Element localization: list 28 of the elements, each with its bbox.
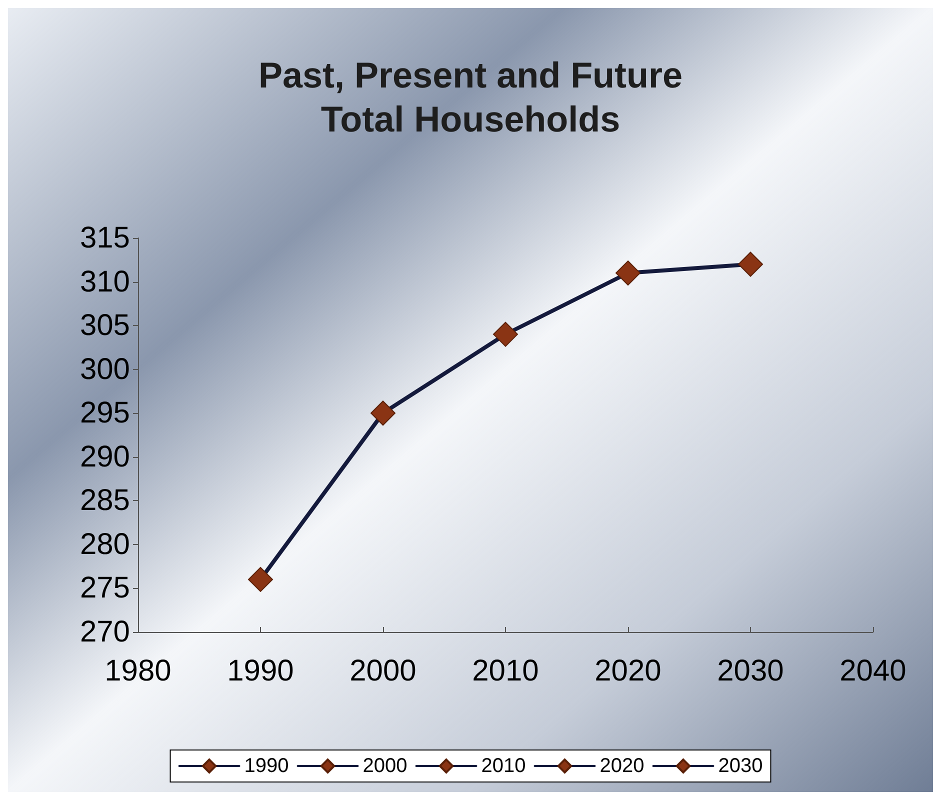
y-tick-label: 310	[80, 265, 130, 298]
point	[738, 252, 763, 277]
x-tick-label: 2040	[840, 654, 906, 688]
point	[370, 400, 396, 426]
point	[616, 260, 640, 286]
legend-label: 2030	[718, 755, 763, 777]
y-tick-label: 275	[80, 572, 130, 605]
legend-label: 2020	[600, 755, 644, 777]
y-tick-label: 305	[80, 309, 130, 342]
legend-label: 1990	[244, 755, 289, 777]
y-tick-label: 295	[80, 396, 130, 430]
point	[493, 322, 518, 347]
point	[248, 566, 273, 592]
x-tick-label: 1980	[104, 654, 172, 688]
y-tick-label: 315	[80, 222, 130, 254]
y-tick-label: 290	[80, 440, 130, 474]
y-tick-label: 280	[80, 528, 130, 561]
legend-label: 2000	[362, 755, 408, 777]
y-tick-label: 300	[80, 352, 130, 386]
y-tick-label: 285	[80, 484, 130, 518]
x-tick-label: 2010	[472, 654, 539, 688]
x-tick-label: 2030	[717, 654, 784, 688]
x-tick-label: 2020	[594, 654, 662, 688]
x-tick-label: 1990	[227, 654, 294, 688]
x-tick-label: 2000	[350, 654, 416, 688]
chart-title: Past, Present and Future Total Households	[258, 54, 683, 140]
legend-label: 2010	[481, 755, 526, 777]
y-tick-label: 270	[80, 616, 130, 648]
